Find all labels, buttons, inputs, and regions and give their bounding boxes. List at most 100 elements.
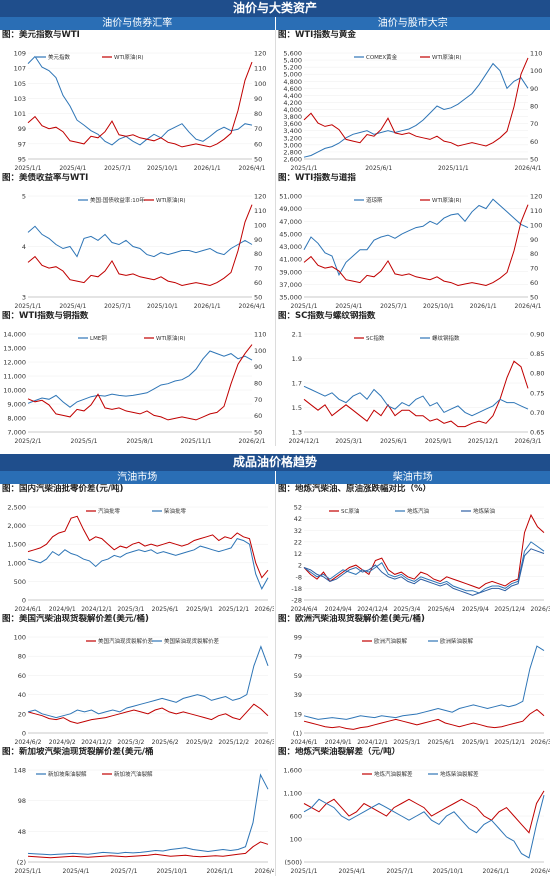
- y-tick-label: 7,000: [7, 429, 26, 437]
- x-tick-label: 2025/7/1: [104, 303, 131, 310]
- x-tick-label: 2025/9/4: [462, 606, 489, 613]
- y2-tick-label: 60: [530, 138, 538, 146]
- legend-label: 道琼斯: [366, 196, 383, 204]
- series-line-0: [304, 64, 528, 158]
- y2-tick-label: 80: [254, 380, 262, 388]
- y2-tick-label: 120: [530, 193, 542, 201]
- y2-tick-label: 0.80: [530, 370, 544, 378]
- y-tick-label: 100: [290, 836, 302, 844]
- x-tick-label: 2025/9/1: [462, 739, 489, 746]
- y-tick-label: 80: [18, 653, 26, 661]
- x-tick-label: 2024/12/1: [81, 606, 112, 613]
- chart-title: 图：美元指数与WTI: [0, 30, 275, 41]
- x-tick-label: 2025/10/1: [147, 303, 178, 310]
- chart-wti-dow: 51,00049,00047,00045,00043,00041,00039,0…: [276, 184, 550, 311]
- y2-tick-label: 100: [254, 347, 266, 355]
- y2-tick-label: 110: [530, 207, 542, 215]
- y2-tick-label: 50: [530, 294, 538, 302]
- series-line-1: [28, 205, 252, 286]
- y2-tick-label: 60: [254, 412, 262, 420]
- x-tick-label: 2025/12/1: [468, 438, 499, 445]
- x-tick-label: 2025/9/1: [186, 606, 213, 613]
- x-tick-label: 2025/6/1: [152, 606, 179, 613]
- series-line-1: [28, 647, 268, 718]
- y2-tick-label: 90: [254, 95, 262, 103]
- y-tick-label: 3: [22, 294, 26, 302]
- x-tick-label: 2024/6/1: [15, 606, 42, 613]
- legend-label: 地炼柴油: [473, 507, 496, 515]
- x-tick-label: 2025/10/1: [423, 303, 454, 310]
- y2-tick-label: 100: [530, 67, 542, 75]
- chart-title: 图：WTI指数与铜指数: [0, 311, 275, 322]
- y2-tick-label: 100: [530, 221, 542, 229]
- chart-title: 图：地炼汽柴油、原油涨跌幅对比（%）: [276, 484, 550, 495]
- x-tick-label: 2026/1/1: [470, 303, 497, 310]
- chart-sc-rebar: 2.11.91.71.51.30.900.850.800.750.700.652…: [276, 322, 550, 446]
- chart-wti-copper: 14,00013,00012,00011,00010,0009,0008,000…: [0, 322, 274, 446]
- y-tick-label: 43,000: [279, 243, 302, 251]
- legend-label: 汽油批零: [98, 507, 121, 515]
- y-tick-label: 10,000: [3, 387, 26, 395]
- y-tick-label: 1.5: [292, 404, 302, 412]
- y2-tick-label: 70: [254, 265, 262, 273]
- y2-tick-label: 80: [530, 250, 538, 258]
- y2-tick-label: 90: [530, 236, 538, 244]
- y-tick-label: 148: [14, 767, 26, 775]
- legend-label: SC原油: [341, 507, 360, 515]
- y-tick-label: 97: [18, 140, 26, 148]
- y-tick-label: 60: [18, 672, 26, 680]
- x-tick-label: 2026/3/1: [255, 606, 274, 613]
- y-tick-label: 99: [294, 634, 302, 642]
- x-tick-label: 2026/3/1: [531, 739, 550, 746]
- y2-tick-label: 0.65: [530, 429, 544, 437]
- y-tick-label: 1,600: [283, 767, 302, 775]
- y2-tick-label: 70: [530, 120, 538, 128]
- x-tick-label: 2024/9/4: [325, 606, 352, 613]
- series-line-0: [28, 775, 268, 855]
- x-tick-label: 2024/12/1: [289, 438, 320, 445]
- y2-tick-label: 60: [254, 140, 262, 148]
- y-tick-label: 9,000: [7, 401, 26, 409]
- y-tick-label: 48: [18, 828, 26, 836]
- x-tick-label: 2025/12/2: [218, 739, 249, 746]
- x-tick-label: 2025/3/1: [117, 606, 144, 613]
- legend-label: 地炼柴油裂解差: [440, 770, 479, 778]
- y-tick-label: -8: [296, 573, 302, 581]
- x-tick-label: 2026/4/1: [515, 165, 542, 172]
- x-tick-label: 2025/4/1: [59, 165, 86, 172]
- x-tick-label: 2025/11/1: [181, 438, 212, 445]
- section-subheader-products: 汽油市场 柴油市场: [0, 471, 550, 484]
- y2-tick-label: 50: [254, 429, 262, 437]
- y-tick-label: 39: [294, 691, 302, 699]
- subheader-gasoline: 汽油市场: [0, 471, 275, 484]
- x-tick-label: 2025/12/4: [494, 606, 525, 613]
- x-tick-label: 2025/10/1: [157, 868, 188, 875]
- y2-tick-label: 50: [254, 156, 262, 164]
- y-tick-label: 600: [290, 813, 302, 821]
- x-tick-label: 2025/3/1: [393, 739, 420, 746]
- series-line-0: [304, 199, 528, 275]
- x-tick-label: 2026/4/1: [531, 868, 550, 875]
- y-tick-label: 2,600: [283, 156, 302, 164]
- x-tick-label: 2024/12/1: [357, 739, 388, 746]
- y2-tick-label: 80: [254, 250, 262, 258]
- legend-label: 柴油批零: [164, 507, 187, 515]
- y-tick-label: -28: [291, 597, 302, 605]
- y-tick-label: 20: [18, 710, 26, 718]
- x-tick-label: 2026/4/1: [239, 165, 266, 172]
- series-line-1: [28, 345, 252, 420]
- x-tick-label: 2025/1/1: [15, 303, 42, 310]
- x-tick-label: 2024/9/1: [49, 606, 76, 613]
- x-tick-label: 2025/1/1: [291, 165, 318, 172]
- y-tick-label: 1,000: [7, 559, 26, 567]
- y-tick-label: 2,000: [7, 522, 26, 530]
- chart-title: 图：WTI指数与道指: [276, 173, 550, 184]
